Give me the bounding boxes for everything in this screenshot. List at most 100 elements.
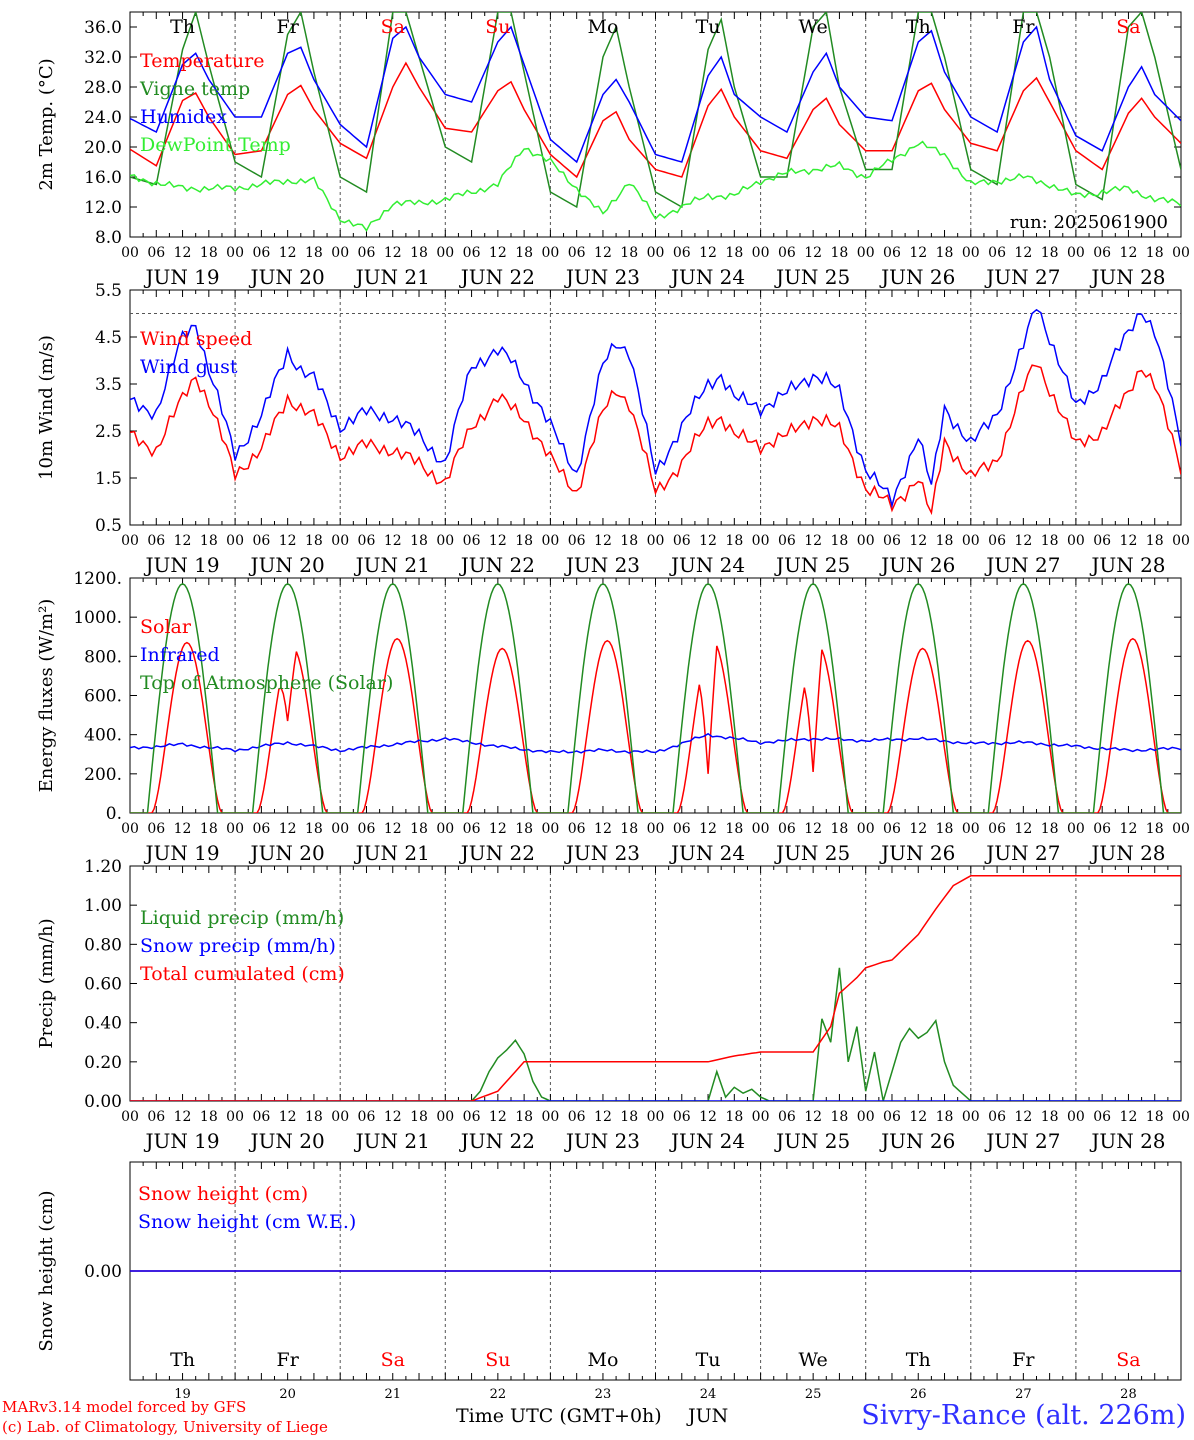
hour-tick-label: 12 (489, 1109, 507, 1125)
hour-tick-label: 00 (541, 821, 559, 837)
hour-tick-label: 06 (1093, 821, 1111, 837)
hour-tick-label: 00 (857, 245, 875, 261)
hour-tick-label: 00 (962, 1109, 980, 1125)
hour-tick-label: 12 (174, 533, 192, 549)
y-tick-label: 0.00 (84, 1262, 122, 1282)
date-label: JUN 27 (984, 553, 1060, 577)
date-label: JUN 23 (564, 553, 640, 577)
y-tick-label: 1200. (73, 569, 122, 589)
hour-tick-label: 18 (200, 1109, 218, 1125)
hour-tick-label: 12 (489, 533, 507, 549)
weekday-label: Fr (1012, 1349, 1035, 1371)
hour-tick-label: 18 (725, 533, 743, 549)
y-tick-label: 24.0 (84, 108, 122, 128)
hour-tick-label: 18 (620, 821, 638, 837)
day-number-label: 24 (700, 1387, 717, 1402)
hour-tick-label: 12 (699, 245, 717, 261)
hour-tick-label: 18 (620, 1109, 638, 1125)
date-label: JUN 20 (249, 553, 325, 577)
hour-tick-label: 06 (358, 533, 376, 549)
date-label: JUN 20 (249, 1129, 325, 1153)
date-label: JUN 22 (459, 265, 535, 289)
hour-tick-label: 18 (1146, 1109, 1164, 1125)
date-label: JUN 28 (1089, 265, 1165, 289)
hour-tick-label: 06 (358, 821, 376, 837)
hour-tick-label: 06 (463, 533, 481, 549)
weekday-label: Sa (1116, 16, 1140, 38)
hour-tick-label: 12 (594, 1109, 612, 1125)
weekday-label: Th (906, 16, 931, 38)
hour-tick-label: 06 (568, 821, 586, 837)
hour-tick-label: 18 (831, 1109, 849, 1125)
series-line (130, 583, 1181, 813)
legend-label: Top of Atmosphere (Solar) (140, 672, 393, 694)
hour-tick-label: 18 (936, 245, 954, 261)
hour-tick-label: 18 (305, 821, 323, 837)
hour-tick-label: 12 (1120, 1109, 1138, 1125)
legend-label: Liquid precip (mm/h) (140, 907, 344, 929)
hour-tick-label: 00 (752, 1109, 770, 1125)
hour-tick-label: 00 (752, 533, 770, 549)
hour-tick-label: 00 (1067, 821, 1085, 837)
hour-tick-label: 06 (568, 1109, 586, 1125)
hour-tick-label: 18 (515, 533, 533, 549)
hour-tick-label: 12 (594, 533, 612, 549)
y-tick-label: 4.5 (95, 328, 122, 348)
hour-tick-label: 00 (541, 533, 559, 549)
date-label: JUN 28 (1089, 841, 1165, 865)
hour-tick-label: 00 (962, 245, 980, 261)
date-label: JUN 21 (354, 841, 430, 865)
day-number-label: 20 (279, 1387, 296, 1402)
hour-tick-label: 00 (647, 821, 665, 837)
hour-tick-label: 06 (883, 821, 901, 837)
hour-tick-label: 00 (1172, 821, 1190, 837)
panel-3: 0. 200. 400. 600. 800. 1000. 1200. Energy fluxe… (36, 569, 1190, 865)
hour-tick-label: 00 (331, 1109, 349, 1125)
run-label: run: 2025061900 (1010, 212, 1168, 233)
panel-1: 8.0 12.0 16.0 20.0 24.0 28.0 32.0 36.0 2m Temp. … (36, 11, 1190, 289)
weekday-label: We (799, 16, 828, 38)
date-label: JUN 19 (143, 265, 219, 289)
date-label: JUN 25 (774, 841, 850, 865)
hour-tick-label: 12 (279, 1109, 297, 1125)
y-tick-label: 1.5 (95, 469, 122, 489)
series-line (130, 875, 1181, 1101)
weekday-label: Fr (277, 16, 300, 38)
hour-tick-label: 06 (778, 821, 796, 837)
weekday-label: Sa (1116, 1349, 1140, 1371)
weekday-label: Fr (277, 1349, 300, 1371)
hour-tick-label: 00 (962, 821, 980, 837)
hour-tick-label: 06 (463, 245, 481, 261)
day-number-label: 21 (384, 1387, 401, 1402)
hour-tick-label: 00 (857, 821, 875, 837)
legend-label: Solar (140, 616, 192, 638)
hour-tick-label: 18 (831, 245, 849, 261)
hour-tick-label: 00 (121, 533, 139, 549)
hour-tick-label: 00 (857, 1109, 875, 1125)
hour-tick-label: 06 (673, 821, 691, 837)
hour-tick-label: 12 (594, 821, 612, 837)
x-axis-title: Time UTC (GMT+0h) (456, 1405, 662, 1427)
hour-tick-label: 06 (252, 821, 270, 837)
y-tick-label: 0.80 (84, 935, 122, 955)
hour-tick-label: 06 (252, 245, 270, 261)
date-label: JUN 22 (459, 841, 535, 865)
hour-tick-label: 12 (804, 245, 822, 261)
y-tick-label: 0.20 (84, 1053, 122, 1073)
date-label: JUN 20 (249, 841, 325, 865)
date-label: JUN 25 (774, 1129, 850, 1153)
weekday-label: Mo (587, 16, 618, 38)
hour-tick-label: 12 (279, 533, 297, 549)
legend-label: Humidex (140, 106, 227, 128)
hour-tick-label: 00 (226, 821, 244, 837)
weekday-label: Sa (381, 1349, 405, 1371)
y-axis-label: Precip (mm/h) (36, 918, 57, 1048)
y-tick-label: 1000. (73, 608, 122, 628)
hour-tick-label: 18 (410, 533, 428, 549)
y-tick-label: 1.00 (84, 896, 122, 916)
hour-tick-label: 00 (121, 821, 139, 837)
series-line (130, 25, 1181, 164)
hour-tick-label: 00 (1172, 245, 1190, 261)
hour-tick-label: 12 (699, 533, 717, 549)
